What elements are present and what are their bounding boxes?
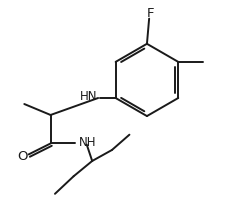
Text: F: F xyxy=(146,7,153,20)
Text: HN: HN xyxy=(79,90,97,103)
Text: NH: NH xyxy=(79,136,96,149)
Text: O: O xyxy=(17,150,28,163)
